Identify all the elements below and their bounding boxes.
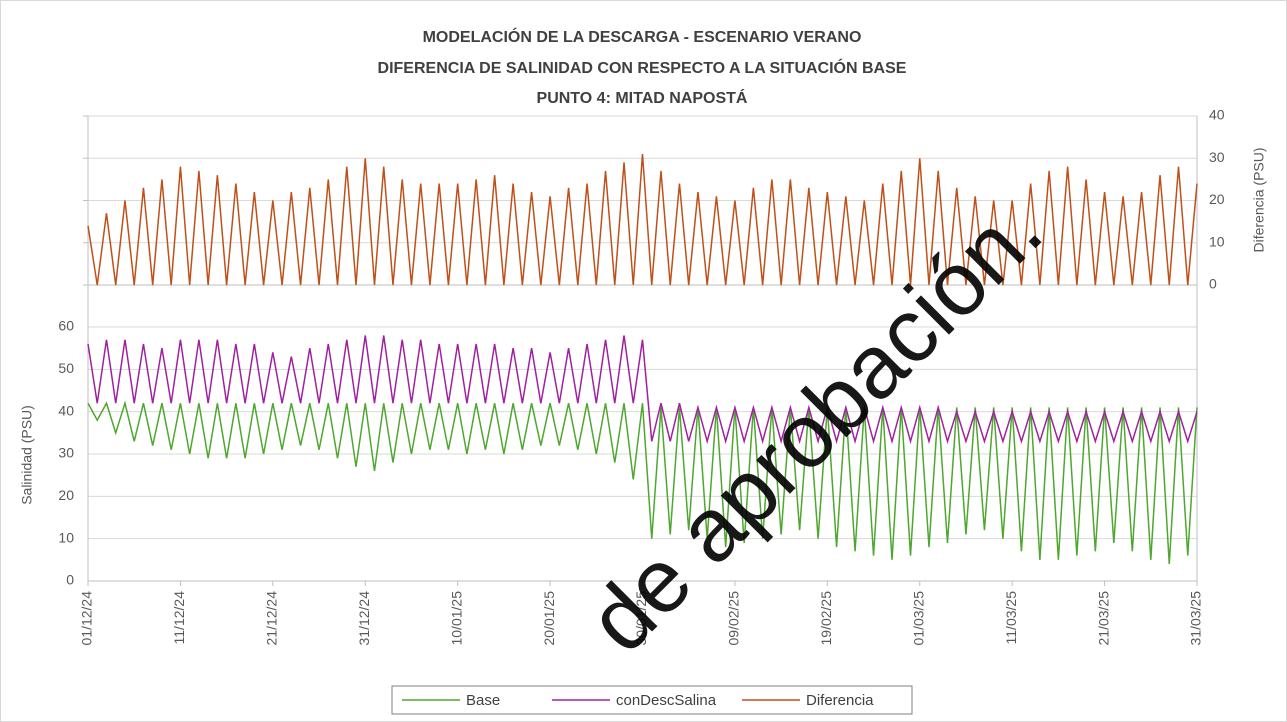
x-tick-label: 30/01/25 [633,591,649,646]
y2-tick-label: 30 [1209,149,1225,165]
x-tick-label: 21/12/24 [264,591,280,646]
x-tick-label: 01/12/24 [79,591,95,646]
x-tick-label: 31/12/24 [356,591,372,646]
y-tick-label: 20 [58,487,74,503]
y-axis-label: Salinidad (PSU) [19,405,35,505]
y-tick-label: 50 [58,360,74,376]
y-tick-label: 30 [58,445,74,461]
x-tick-label: 31/03/25 [1188,591,1204,646]
series-line [87,335,1198,445]
y-tick-label: 60 [58,318,74,334]
legend-label: conDescSalina [616,692,717,709]
y2-tick-label: 0 [1209,276,1217,292]
x-tick-label: 21/03/25 [1095,591,1111,646]
series-line [87,400,1198,565]
chart-title: PUNTO 4: MITAD NAPOSTÁ [537,88,748,107]
y2-tick-label: 10 [1209,233,1225,249]
legend-label: Diferencia [806,692,874,709]
y2-tick-label: 20 [1209,191,1225,207]
x-tick-label: 10/01/25 [448,591,464,646]
y-tick-label: 40 [58,402,74,418]
series-line [87,153,1198,286]
legend-box [391,685,913,715]
y2-axis-label: Diferencia (PSU) [1251,147,1267,252]
y-tick-label: 0 [66,572,74,588]
x-tick-label: 09/02/25 [726,591,742,646]
y2-tick-label: 40 [1209,107,1225,123]
x-tick-label: 19/02/25 [818,591,834,646]
y-tick-label: 10 [58,529,74,545]
x-tick-label: 01/03/25 [910,591,926,646]
x-tick-label: 11/03/25 [1003,591,1019,645]
x-tick-label: 11/12/24 [171,591,187,645]
x-tick-label: 20/01/25 [541,591,557,646]
chart-title: MODELACIÓN DE LA DESCARGA - ESCENARIO VE… [423,27,862,46]
chart-title: DIFERENCIA DE SALINIDAD CON RESPECTO A L… [378,58,907,77]
legend-label: Base [466,692,500,709]
